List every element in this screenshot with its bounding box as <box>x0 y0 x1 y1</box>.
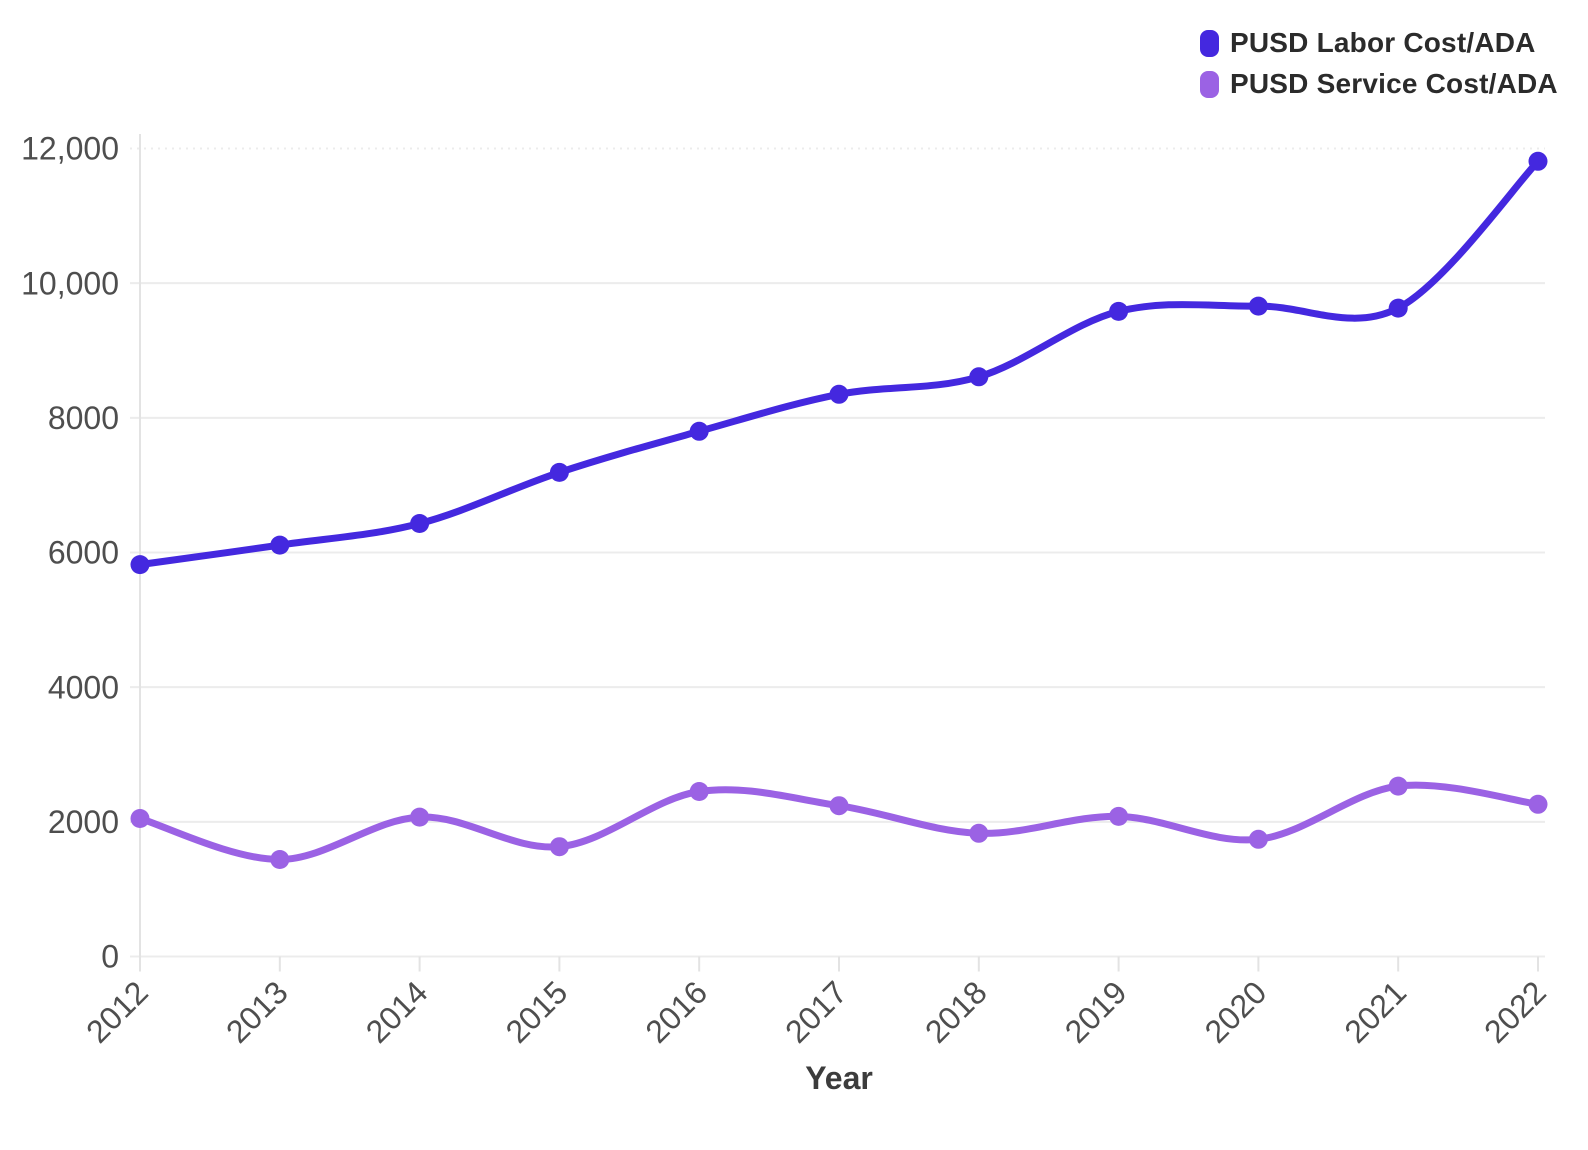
y-tick-label: 8000 <box>48 400 119 436</box>
labor-data-point <box>969 367 989 387</box>
legend: PUSD Labor Cost/ADA PUSD Service Cost/AD… <box>1200 27 1558 100</box>
x-tick-label: 2012 <box>79 974 155 1050</box>
y-tick-label: 0 <box>101 939 119 975</box>
x-tick-label: 2022 <box>1477 974 1553 1050</box>
labor-data-point <box>1528 151 1548 171</box>
x-tick-label: 2021 <box>1337 974 1413 1050</box>
legend-label-service: PUSD Service Cost/ADA <box>1230 68 1558 99</box>
labor-data-point <box>130 555 150 575</box>
labor-data-point <box>689 421 709 441</box>
labor-legend-swatch-icon <box>1200 29 1219 57</box>
x-tick-label: 2015 <box>499 974 575 1050</box>
legend-item-labor: PUSD Labor Cost/ADA <box>1200 27 1558 59</box>
legend-label-labor: PUSD Labor Cost/ADA <box>1230 27 1536 58</box>
service-data-point <box>829 796 849 816</box>
series-layer <box>130 151 1548 869</box>
service-data-point <box>1388 776 1408 796</box>
x-tick-label: 2020 <box>1198 974 1274 1050</box>
service-data-point <box>130 809 150 828</box>
service-data-point <box>689 782 709 801</box>
y-tick-label: 6000 <box>48 535 119 571</box>
labor-data-point <box>1248 296 1268 316</box>
service-data-point <box>1528 794 1548 814</box>
service-data-point <box>410 807 430 827</box>
labor-data-point <box>410 514 430 533</box>
labor-data-point <box>1388 298 1408 318</box>
service-data-point <box>1248 829 1268 849</box>
service-data-point <box>270 850 290 869</box>
tick-label-layer: 0 2000 4000 6000 8000 10,000 12,000 2012 2013 201… <box>21 131 1553 1050</box>
service-legend-swatch-icon <box>1200 70 1219 98</box>
labor-data-point <box>549 462 569 482</box>
legend-item-service: PUSD Service Cost/ADA <box>1200 68 1558 100</box>
axis-layer <box>139 134 1539 972</box>
x-tick-label: 2019 <box>1058 974 1134 1050</box>
x-tick-label: 2014 <box>359 974 435 1050</box>
x-tick-label: 2013 <box>219 974 295 1050</box>
y-tick-label: 4000 <box>48 669 119 705</box>
labor-data-point <box>1109 301 1129 321</box>
y-tick-label: 12,000 <box>21 131 119 167</box>
y-tick-label: 2000 <box>48 804 119 840</box>
x-tick-label: 2017 <box>778 974 854 1050</box>
x-axis-title: Year <box>805 1060 873 1096</box>
service-data-point <box>549 837 569 857</box>
x-tick-label: 2016 <box>638 974 714 1050</box>
x-tick-label: 2018 <box>918 974 994 1050</box>
service-data-point <box>969 823 989 843</box>
grid-layer <box>130 147 1545 958</box>
labor-data-point <box>829 384 849 404</box>
labor-data-point <box>270 535 290 555</box>
labor-series-line <box>136 157 1542 569</box>
service-data-point <box>1109 806 1129 826</box>
y-tick-label: 10,000 <box>21 265 119 301</box>
